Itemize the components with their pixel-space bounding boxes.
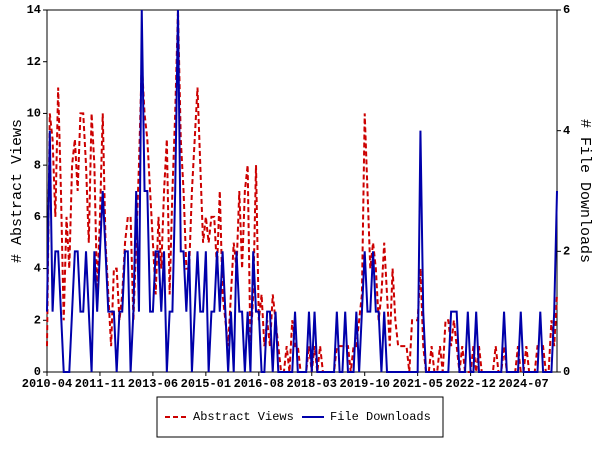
y-tick-label: 0 xyxy=(34,365,41,379)
y-tick-label: 6 xyxy=(34,210,41,224)
series-line xyxy=(46,9,558,373)
x-tick-label: 2015-01 xyxy=(181,377,231,391)
y-tick-label: 8 xyxy=(34,158,41,172)
x-tick-label: 2018-03 xyxy=(287,377,337,391)
legend-box xyxy=(156,396,444,438)
y2-tick-label: 0 xyxy=(563,365,570,379)
x-tick-label: 2013-06 xyxy=(128,377,178,391)
x-tick-label: 2021-05 xyxy=(392,377,442,391)
x-tick-label: 2011-11 xyxy=(75,377,125,391)
y-tick-label: 2 xyxy=(34,313,41,327)
plot-frame xyxy=(46,9,558,373)
series-line xyxy=(46,9,558,373)
x-tick-label: 2022-12 xyxy=(445,377,495,391)
x-tick-label: 2010-04 xyxy=(22,377,72,391)
x-tick-label: 2024-07 xyxy=(498,377,548,391)
y2-tick-label: 6 xyxy=(563,3,570,17)
y-tick-label: 4 xyxy=(34,262,41,276)
y2-tick-label: 4 xyxy=(563,124,570,138)
legend-label: File Downloads xyxy=(330,410,431,424)
y-tick-label: 12 xyxy=(27,55,41,69)
y-tick-label: 14 xyxy=(27,3,41,17)
y-axis-title: # Abstract Views xyxy=(9,119,26,263)
y2-tick-label: 2 xyxy=(563,245,570,259)
x-tick-label: 2019-10 xyxy=(339,377,389,391)
y-tick-label: 10 xyxy=(27,107,41,121)
y2-axis-title: # File Downloads xyxy=(576,119,593,263)
legend-label: Abstract Views xyxy=(193,410,294,424)
x-tick-label: 2016-08 xyxy=(234,377,284,391)
